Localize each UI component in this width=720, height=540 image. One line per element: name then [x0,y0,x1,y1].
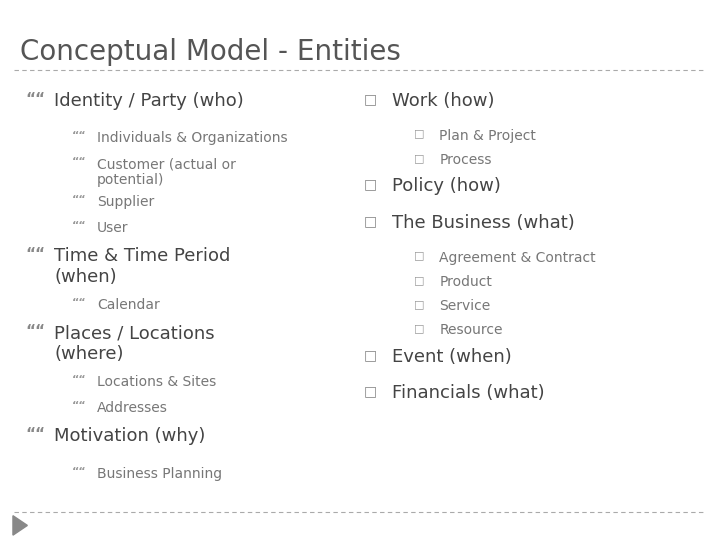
Text: Individuals & Organizations: Individuals & Organizations [97,131,288,145]
Text: Places / Locations
(where): Places / Locations (where) [54,324,215,363]
Text: Policy (how): Policy (how) [392,177,501,195]
Text: Conceptual Model - Entities: Conceptual Model - Entities [20,38,401,66]
Text: □: □ [364,348,377,362]
Text: Supplier: Supplier [97,195,155,209]
Text: Product: Product [439,275,492,289]
Text: Customer (actual or
potential): Customer (actual or potential) [97,157,236,187]
Text: ““: ““ [25,92,45,107]
Text: Identity / Party (who): Identity / Party (who) [54,92,244,110]
Text: Addresses: Addresses [97,401,168,415]
Text: Resource: Resource [439,323,503,338]
Text: ““: ““ [25,247,45,262]
Text: Agreement & Contract: Agreement & Contract [439,251,596,265]
Text: Time & Time Period
(when): Time & Time Period (when) [54,247,230,286]
Text: ““: ““ [72,375,86,386]
Text: □: □ [414,275,425,285]
Text: Calendar: Calendar [97,298,160,312]
Text: ““: ““ [72,298,86,308]
Text: ““: ““ [72,195,86,205]
Text: ““: ““ [25,324,45,339]
Text: ““: ““ [25,427,45,442]
Text: □: □ [414,323,425,334]
Text: Service: Service [439,299,490,313]
Text: □: □ [414,153,425,163]
Text: Locations & Sites: Locations & Sites [97,375,217,389]
Text: □: □ [364,177,377,191]
Text: Plan & Project: Plan & Project [439,129,536,143]
Text: Motivation (why): Motivation (why) [54,427,205,445]
Text: □: □ [414,129,425,139]
Text: Business Planning: Business Planning [97,467,222,481]
Text: Financials (what): Financials (what) [392,384,545,402]
Text: User: User [97,221,129,235]
Polygon shape [13,516,27,535]
Text: ““: ““ [72,467,86,477]
Text: ““: ““ [72,157,86,167]
Text: □: □ [414,299,425,309]
Text: □: □ [364,92,377,106]
Text: □: □ [414,251,425,261]
Text: Work (how): Work (how) [392,92,495,110]
Text: The Business (what): The Business (what) [392,214,575,232]
Text: Process: Process [439,153,492,167]
Text: □: □ [364,384,377,399]
Text: Event (when): Event (when) [392,348,512,366]
Text: ““: ““ [72,401,86,411]
Text: ““: ““ [72,221,86,231]
Text: ““: ““ [72,131,86,141]
Text: □: □ [364,214,377,228]
